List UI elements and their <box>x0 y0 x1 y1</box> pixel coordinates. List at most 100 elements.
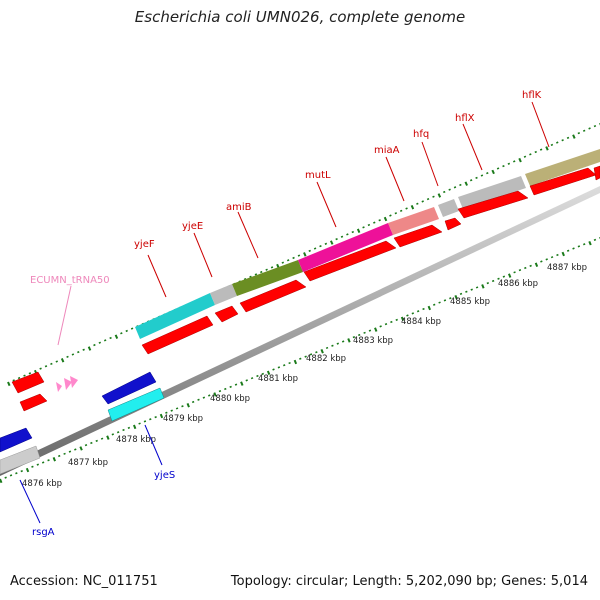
minor-tick <box>416 202 419 205</box>
minor-tick <box>41 461 45 464</box>
leader-yjeF <box>147 254 167 298</box>
minor-tick <box>422 307 425 311</box>
cds-arrow-hfq <box>444 217 462 231</box>
leader-hflX <box>462 123 483 171</box>
gene-label-miaA: miaA <box>374 145 400 156</box>
minor-tick <box>77 350 80 354</box>
minor-tick <box>480 174 484 177</box>
minor-tick <box>9 474 13 477</box>
minor-tick <box>433 303 436 306</box>
minor-tick <box>518 269 522 272</box>
minor-tick <box>496 167 500 170</box>
minor-tick <box>426 197 430 201</box>
major-tick <box>481 284 485 289</box>
minor-tick <box>100 437 104 440</box>
minor-tick <box>367 223 371 227</box>
minor-tick <box>443 190 446 194</box>
minor-tick <box>453 186 457 189</box>
minor-tick <box>260 270 263 274</box>
minor-tick <box>4 476 7 479</box>
minor-tick <box>577 132 581 135</box>
minor-tick <box>63 452 66 455</box>
scale-label: 4879 kbp <box>163 414 203 424</box>
scale-label: 4877 kbp <box>68 458 108 468</box>
band-olive <box>232 260 303 296</box>
minor-tick <box>304 355 307 358</box>
major-tick <box>545 146 549 151</box>
minor-tick <box>74 448 77 451</box>
minor-tick <box>394 212 398 215</box>
minor-tick <box>390 320 393 324</box>
leader-rsgA <box>19 479 41 524</box>
major-tick <box>60 358 65 363</box>
major-tick <box>454 294 458 300</box>
minor-tick <box>138 422 141 425</box>
minor-tick <box>416 310 420 313</box>
major-tick <box>508 273 512 278</box>
minor-tick <box>165 411 168 414</box>
cds-arrow-left-2 <box>19 393 48 412</box>
gene-label-yjeE: yjeE <box>182 221 203 232</box>
minor-tick <box>149 418 152 421</box>
minor-tick <box>315 351 318 354</box>
major-tick <box>383 216 388 222</box>
leader-hflK <box>531 101 550 148</box>
leader-hfq <box>421 141 439 187</box>
minor-tick <box>470 288 473 291</box>
minor-tick <box>465 290 468 293</box>
band-gray-1 <box>210 284 237 305</box>
minor-tick <box>55 360 58 363</box>
minor-tick <box>130 327 134 330</box>
minor-tick <box>245 379 248 382</box>
minor-tick <box>593 124 597 128</box>
major-tick <box>114 334 119 339</box>
minor-tick <box>529 153 532 156</box>
minor-tick <box>127 426 131 430</box>
major-tick <box>572 134 576 139</box>
band-gray-3 <box>458 176 526 209</box>
scale-labels: 4876 kbp 4877 kbp 4878 kbp 4879 kbp 4880… <box>22 263 587 489</box>
minor-tick <box>154 415 157 419</box>
minor-tick <box>459 292 463 296</box>
minor-tick <box>229 385 232 388</box>
cds-arrow-amiB <box>239 279 307 313</box>
minor-tick <box>406 314 409 317</box>
minor-tick <box>272 368 275 371</box>
major-tick <box>374 327 378 332</box>
minus-strand-cds <box>0 371 165 475</box>
minor-tick <box>352 336 356 339</box>
minor-tick <box>71 353 75 356</box>
minor-tick <box>319 245 322 248</box>
outer-tick-ring <box>7 123 600 387</box>
minor-tick <box>309 353 313 356</box>
major-tick <box>410 205 415 210</box>
cog-band <box>135 149 600 339</box>
minor-tick <box>491 279 495 283</box>
minor-tick <box>175 407 179 410</box>
minor-tick <box>524 266 527 270</box>
minor-tick <box>283 364 286 367</box>
minor-tick <box>324 242 328 245</box>
genome-summary-text: Topology: circular; Length: 5,202,090 bp… <box>230 574 588 589</box>
minor-tick <box>379 325 382 328</box>
minor-tick <box>362 226 365 229</box>
minor-tick <box>122 428 125 432</box>
minor-tick <box>335 237 338 241</box>
major-tick <box>534 262 539 268</box>
major-tick <box>159 413 164 419</box>
leader-yjeS <box>144 424 163 466</box>
gene-label-hfq: hfq <box>413 129 429 140</box>
minor-tick <box>512 160 516 163</box>
major-tick <box>329 240 334 245</box>
major-tick <box>464 181 468 186</box>
minor-tick <box>486 282 490 285</box>
minor-tick <box>44 365 48 368</box>
minor-tick <box>143 420 147 423</box>
minor-tick <box>191 400 195 404</box>
gene-labels: yjeF yjeE amiB mutL miaA hfq hflX hflK E… <box>30 90 542 538</box>
trna-feature <box>56 376 78 392</box>
scale-label: 4885 kbp <box>450 297 490 307</box>
major-tick <box>347 338 351 343</box>
trna-label: ECUMN_tRNA50 <box>30 275 110 286</box>
genome-backbone <box>0 186 600 476</box>
